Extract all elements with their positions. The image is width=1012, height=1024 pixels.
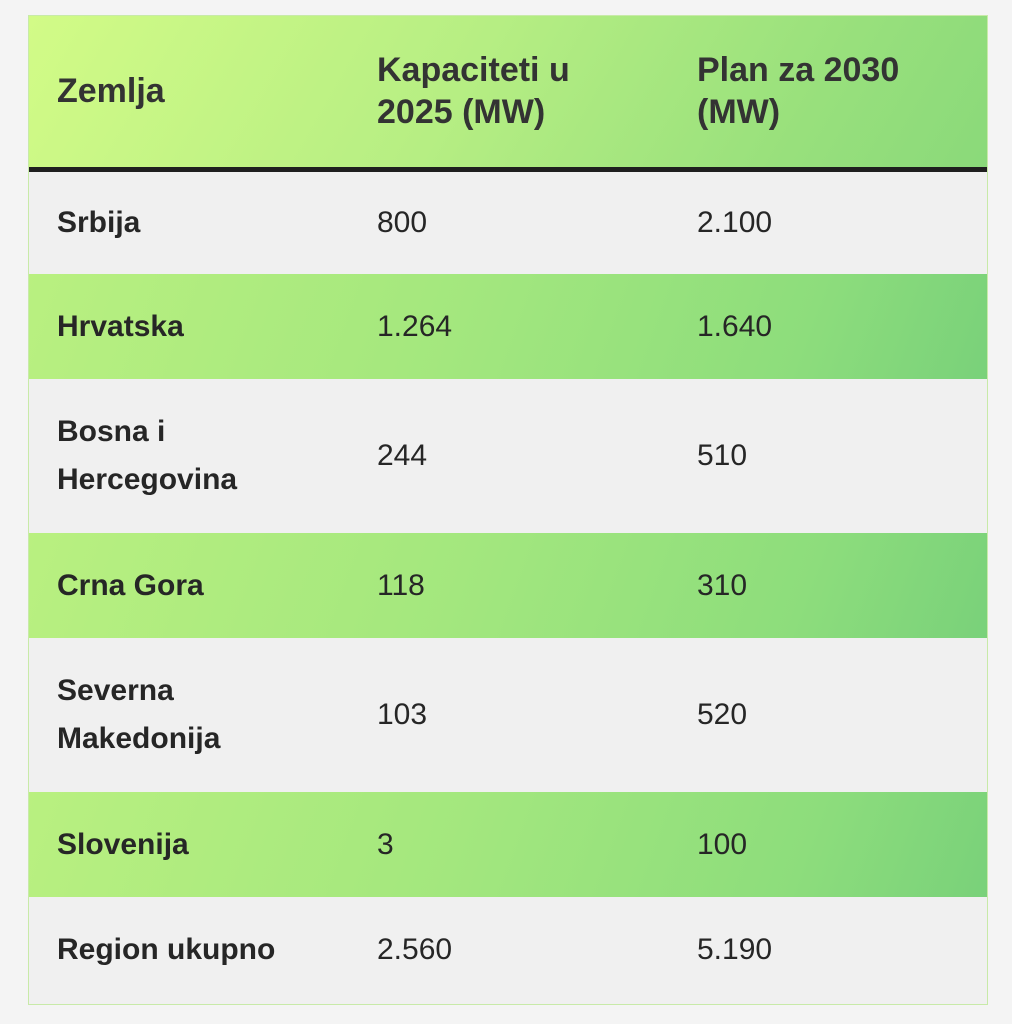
table-row: Crna Gora 118 310 (29, 533, 987, 638)
cell-country: Region ukupno (57, 932, 276, 966)
table-body: Srbija 800 2.100 Hrvatska 1.264 1.640 Bo… (29, 169, 987, 1002)
cell-capacity-2025: 103 (377, 698, 428, 731)
cell-country: Hrvatska (57, 309, 184, 343)
cell-capacity-2025: 244 (377, 439, 428, 472)
cell-plan-2030: 100 (697, 827, 748, 861)
table-row: Hrvatska 1.264 1.640 (29, 274, 987, 379)
cell-country: Severna Makedonija (57, 674, 221, 755)
cell-capacity-2025: 800 (377, 205, 428, 239)
cell-plan-2030: 1.640 (697, 309, 773, 343)
table-row: Severna Makedonija 103 520 (29, 638, 987, 792)
cell-capacity-2025: 1.264 (377, 309, 453, 343)
cell-country: Srbija (57, 205, 141, 239)
table-row: Bosna i Hercegovina 244 510 (29, 379, 987, 533)
table-row-total: Region ukupno 2.560 5.190 (29, 897, 987, 1002)
table-row: Srbija 800 2.100 (29, 169, 987, 274)
header-plan-2030: Plan za 2030 (MW) (669, 16, 987, 172)
table-row: Slovenija 3 100 (29, 792, 987, 897)
cell-country: Slovenija (57, 827, 189, 861)
table-header: Zemlja Kapaciteti u 2025 (MW) Plan za 20… (29, 16, 987, 172)
cell-plan-2030: 5.190 (697, 932, 773, 966)
cell-plan-2030: 510 (697, 439, 748, 472)
cell-plan-2030: 520 (697, 698, 748, 731)
header-row: Zemlja Kapaciteti u 2025 (MW) Plan za 20… (29, 16, 987, 172)
cell-country: Bosna i Hercegovina (57, 415, 238, 496)
cell-plan-2030: 2.100 (697, 205, 773, 239)
cell-capacity-2025: 2.560 (377, 932, 453, 966)
capacity-table-container: Zemlja Kapaciteti u 2025 (MW) Plan za 20… (28, 15, 988, 1005)
capacity-table: Zemlja Kapaciteti u 2025 (MW) Plan za 20… (29, 16, 987, 1002)
cell-capacity-2025: 118 (377, 568, 425, 602)
cell-capacity-2025: 3 (377, 827, 394, 861)
header-capacity-2025: Kapaciteti u 2025 (MW) (349, 16, 669, 172)
cell-plan-2030: 310 (697, 568, 748, 602)
header-country: Zemlja (29, 16, 349, 172)
cell-country: Crna Gora (57, 568, 204, 602)
